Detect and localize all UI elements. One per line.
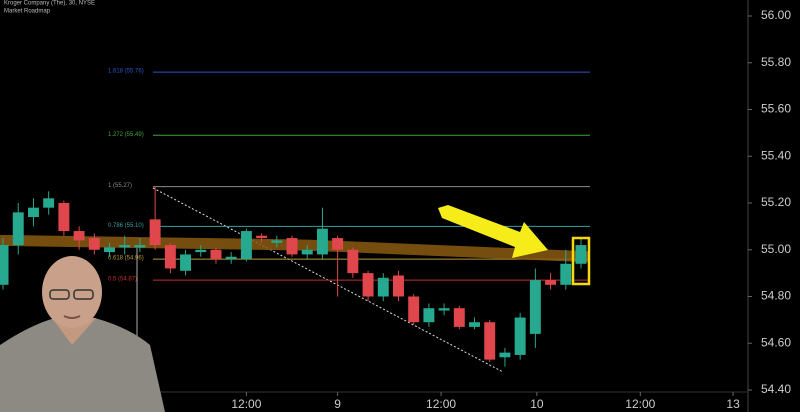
candle-body <box>134 245 146 248</box>
candle-body <box>469 322 480 327</box>
candle-body <box>0 245 9 285</box>
candle-body <box>195 249 207 253</box>
glasses <box>73 289 94 300</box>
candle-body <box>119 245 131 248</box>
plot-area: 1.618 (55.76) 1.272 (55.49) 1 (55.27) 0.786… <box>0 69 590 367</box>
candle-body <box>423 308 435 323</box>
presenter <box>0 256 165 412</box>
y-tick-label: 54.60 <box>761 335 791 349</box>
candle-body <box>438 308 450 311</box>
x-tick-label: 12:00 <box>231 397 261 411</box>
candle-body <box>484 322 496 360</box>
fib-label: 1.272 (55.49) <box>108 132 144 138</box>
candle-body <box>225 256 237 260</box>
candle-body <box>453 308 465 327</box>
candle-body <box>164 245 176 269</box>
candle-body <box>362 273 374 297</box>
candle-body <box>529 280 541 334</box>
glasses <box>49 289 70 300</box>
candle-body <box>256 235 268 239</box>
candle-body <box>392 275 404 297</box>
arrow <box>438 205 548 258</box>
candle-body <box>301 249 313 255</box>
y-tick-label: 55.00 <box>761 242 791 256</box>
candle-body <box>271 240 283 243</box>
shirt <box>0 318 165 412</box>
candle-body <box>377 277 389 297</box>
candle-body <box>575 245 587 264</box>
fib-label: 1.618 (55.76) <box>108 69 144 75</box>
candle-body <box>560 263 572 285</box>
candle-body <box>43 198 55 208</box>
candle-body <box>88 238 100 250</box>
candle-body <box>240 231 252 260</box>
chart-title: Kroger Company (The), 30, NYSE <box>4 1 95 7</box>
y-tick-label: 55.80 <box>761 55 791 69</box>
candle-body <box>332 238 344 250</box>
y-tick-label: 54.40 <box>761 382 791 396</box>
fib-label: 0.618 (54.96) <box>108 256 144 262</box>
x-tick-label: 10 <box>530 397 544 411</box>
x-tick-label: 12:00 <box>426 397 456 411</box>
x-tick-label: 12:00 <box>625 397 655 411</box>
y-tick-label: 55.20 <box>761 195 791 209</box>
candle-body <box>149 219 161 246</box>
fib-label: 0.5 (54.87) <box>108 277 137 283</box>
candle-body <box>499 352 511 358</box>
candle-body <box>514 317 526 355</box>
candle-body <box>73 231 85 241</box>
candle-body <box>545 280 557 285</box>
candle-body <box>210 249 222 260</box>
indicator-label: Market Roadmap <box>4 9 51 15</box>
fib-label: 1 (55.27) <box>108 183 132 189</box>
candle-body <box>12 212 24 246</box>
y-tick-label: 54.80 <box>761 289 791 303</box>
y-tick-label: 56.00 <box>761 8 791 22</box>
highlight-box <box>571 236 591 286</box>
candle-body <box>286 238 298 255</box>
candle-body <box>180 254 192 271</box>
y-tick-label: 55.60 <box>761 102 791 116</box>
head <box>42 256 102 328</box>
candle-body <box>347 249 359 274</box>
candle-body <box>316 228 328 255</box>
mouth <box>63 315 81 319</box>
y-tick-label: 55.40 <box>761 148 791 162</box>
candle-body <box>104 247 115 253</box>
x-tick-label: 13 <box>726 397 740 411</box>
candle-body <box>27 207 39 218</box>
candle-body <box>58 203 70 232</box>
x-tick-label: 9 <box>334 397 341 411</box>
fib-label: 0.786 (55.10) <box>108 223 144 229</box>
candle-body <box>408 296 420 323</box>
